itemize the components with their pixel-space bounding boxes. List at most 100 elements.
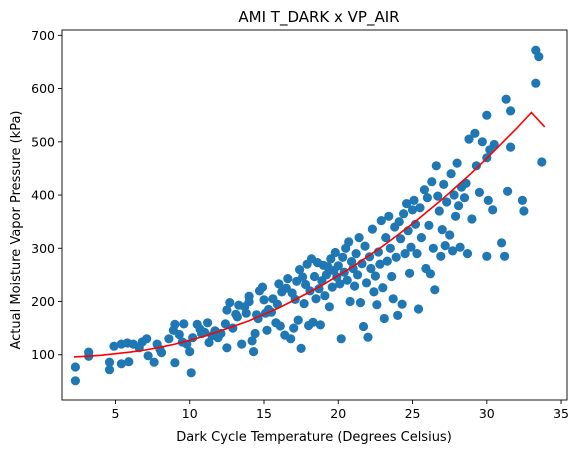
data-point — [489, 139, 499, 150]
data-point — [462, 249, 473, 259]
data-point — [344, 237, 354, 247]
data-point — [250, 328, 260, 339]
data-point — [222, 343, 232, 353]
data-point — [407, 205, 418, 215]
data-point — [449, 190, 459, 200]
y-tick-label: 700 — [31, 28, 55, 43]
data-point — [257, 282, 268, 292]
data-point — [286, 334, 296, 344]
data-point — [455, 242, 465, 252]
fit-curve-group — [73, 111, 546, 358]
data-point — [394, 217, 404, 227]
data-point — [440, 241, 450, 251]
scatter-points — [70, 45, 547, 386]
y-tick-label: 300 — [31, 241, 55, 256]
data-point — [274, 279, 284, 289]
data-point — [384, 211, 394, 221]
data-point — [335, 279, 345, 289]
data-point — [350, 281, 360, 291]
data-point — [324, 302, 334, 312]
data-point — [419, 185, 429, 195]
data-point — [506, 106, 516, 116]
data-point — [289, 323, 299, 333]
data-point — [301, 279, 311, 290]
data-point — [405, 268, 415, 278]
data-point — [186, 368, 196, 378]
x-tick-label: 20 — [330, 406, 346, 421]
x-tick-label: 35 — [553, 406, 569, 421]
data-point — [506, 142, 516, 152]
data-point — [203, 318, 213, 328]
data-point — [170, 319, 180, 329]
data-point — [436, 251, 446, 261]
data-point — [241, 308, 251, 318]
data-point — [431, 161, 441, 171]
data-point — [482, 251, 492, 261]
data-point — [354, 233, 364, 243]
data-point — [393, 310, 403, 320]
data-point — [299, 299, 309, 309]
axes — [61, 29, 568, 401]
data-point — [446, 169, 456, 179]
ticks: 5 10 15 20 25 30 35 100 200 300 400 500 600 700 — [31, 28, 569, 421]
data-point — [342, 275, 352, 285]
data-point — [124, 357, 134, 367]
data-point — [381, 233, 391, 243]
data-point — [500, 251, 510, 261]
data-point — [170, 358, 180, 368]
data-point — [497, 238, 507, 248]
data-point — [402, 199, 412, 209]
data-point — [174, 329, 184, 340]
data-point — [109, 341, 119, 351]
data-point — [348, 263, 358, 274]
data-point — [333, 261, 343, 271]
data-point — [204, 337, 214, 348]
data-point — [232, 312, 242, 322]
data-point — [298, 272, 308, 282]
data-point — [373, 247, 383, 257]
data-point — [433, 191, 443, 201]
data-point — [425, 269, 435, 279]
data-point — [363, 332, 373, 342]
data-point — [448, 246, 458, 256]
data-point — [366, 263, 376, 274]
data-point — [430, 285, 440, 295]
data-point — [225, 298, 235, 308]
data-point — [116, 359, 126, 369]
data-point — [379, 313, 389, 324]
plot-frame — [61, 29, 568, 401]
data-point — [376, 216, 386, 226]
data-point — [410, 219, 421, 229]
data-point — [369, 287, 379, 297]
x-tick-label: 30 — [479, 406, 495, 421]
data-point — [415, 203, 425, 213]
data-point — [378, 283, 388, 293]
data-point — [427, 177, 437, 187]
data-point — [413, 304, 424, 314]
data-point — [142, 334, 152, 344]
y-tick-label: 100 — [31, 347, 55, 362]
data-point — [459, 193, 470, 203]
data-point — [345, 296, 355, 307]
data-point — [388, 294, 398, 304]
x-tick-label: 5 — [111, 406, 119, 421]
data-point — [454, 201, 464, 211]
y-tick-label: 600 — [31, 81, 55, 96]
data-point — [477, 137, 487, 147]
data-point — [483, 195, 493, 205]
data-point — [351, 249, 361, 259]
data-point — [296, 343, 306, 353]
data-point — [387, 271, 397, 282]
data-point — [70, 362, 80, 372]
data-point — [437, 225, 447, 235]
data-point — [361, 278, 372, 288]
data-point — [416, 233, 426, 243]
data-point — [353, 270, 363, 280]
data-point — [501, 94, 511, 104]
data-point — [275, 321, 285, 331]
data-point — [244, 296, 254, 307]
data-point — [259, 295, 269, 305]
data-point — [156, 348, 167, 358]
data-point — [409, 195, 419, 205]
